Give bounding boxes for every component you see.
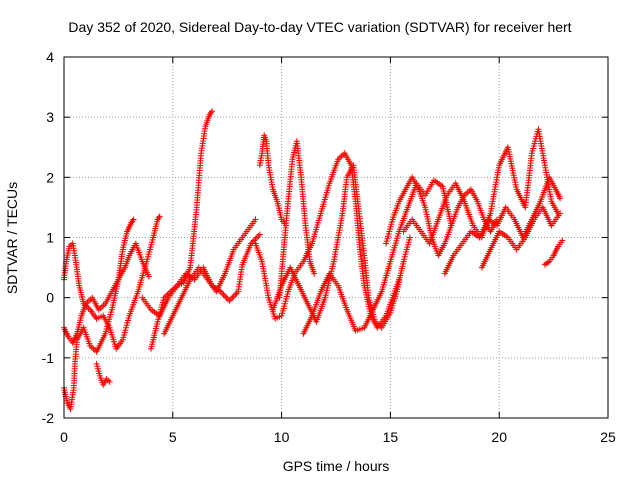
series-track-14: [400, 126, 561, 247]
y-tick-label: 0: [46, 290, 54, 306]
x-tick-label: 15: [383, 429, 399, 445]
series-track-5: [148, 108, 215, 352]
x-axis-label: GPS time / hours: [283, 458, 390, 474]
series-track-4: [93, 360, 113, 388]
series-track-17: [541, 237, 566, 268]
series-track-16: [478, 204, 564, 271]
data-markers: [61, 108, 566, 412]
x-tick-label: 25: [600, 429, 616, 445]
series-track-11: [269, 162, 413, 331]
series-track-7: [161, 216, 259, 337]
marker-path: [256, 132, 289, 229]
chart-title: Day 352 of 2020, Sidereal Day-to-day VTE…: [68, 19, 571, 35]
y-tick-label: -1: [42, 350, 55, 366]
x-axis-ticks: 0 5 10 15 20 25: [60, 57, 616, 445]
y-axis-label: SDTVAR / TECUs: [4, 182, 20, 294]
y-axis-ticks: -2 -1 0 1 2 3 4: [42, 49, 608, 426]
marker-path: [478, 204, 564, 271]
marker-path: [383, 174, 500, 259]
marker-path: [139, 231, 263, 319]
x-tick-label: 5: [169, 429, 177, 445]
y-tick-label: 2: [46, 169, 54, 185]
marker-path: [148, 108, 215, 352]
series-track-8: [256, 132, 289, 229]
x-tick-label: 0: [60, 429, 68, 445]
series-track-10: [276, 138, 318, 301]
y-tick-label: 3: [46, 109, 54, 125]
y-tick-label: -2: [42, 410, 55, 426]
marker-path: [161, 216, 259, 337]
marker-path: [400, 126, 561, 247]
marker-path: [269, 162, 413, 331]
y-tick-label: 4: [46, 49, 54, 65]
series-track-6: [139, 231, 263, 319]
x-tick-label: 10: [274, 429, 290, 445]
y-tick-label: 1: [46, 230, 54, 246]
x-tick-label: 20: [491, 429, 507, 445]
marker-path: [93, 360, 113, 388]
marker-path: [541, 237, 566, 268]
series-track-13: [383, 174, 500, 259]
marker-path: [276, 138, 318, 301]
